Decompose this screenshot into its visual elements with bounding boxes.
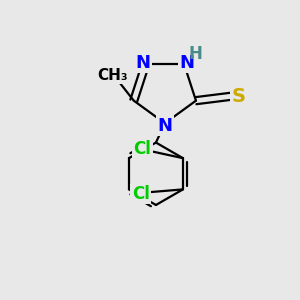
Text: CH₃: CH₃ <box>98 68 128 83</box>
Text: S: S <box>231 87 245 106</box>
Text: N: N <box>179 54 194 72</box>
Text: N: N <box>136 54 151 72</box>
Text: Cl: Cl <box>133 140 151 158</box>
Text: H: H <box>188 45 202 63</box>
Text: N: N <box>158 117 172 135</box>
Text: Cl: Cl <box>132 185 150 203</box>
